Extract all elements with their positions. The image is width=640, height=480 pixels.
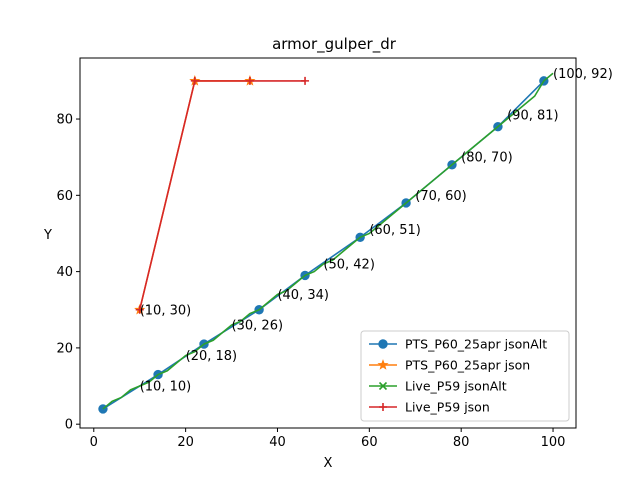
legend-entry: Live_P59 json (369, 400, 490, 415)
x-tick-label: 40 (269, 435, 286, 450)
x-axis-label: X (324, 456, 333, 471)
plot-area (98, 72, 554, 414)
legend-marker (377, 359, 389, 370)
data-label: (90, 81) (507, 109, 558, 124)
y-tick-label: 20 (56, 341, 73, 356)
series-line-4 (138, 80, 306, 310)
legend-label: Live_P59 json (405, 400, 490, 415)
axis-ticks: 0 20 40 60 80 100 0 20 40 60 80 (56, 113, 565, 450)
legend-entry: PTS_P60_25apr jsonAlt (369, 337, 547, 352)
x-tick-label: 80 (453, 435, 470, 450)
legend: PTS_P60_25apr jsonAlt PTS_P60_25apr json L… (360, 330, 570, 422)
data-label: (80, 70) (461, 151, 513, 166)
y-tick-label: 0 (65, 418, 73, 433)
series-line-2 (138, 80, 250, 310)
legend-marker (379, 403, 387, 411)
data-label: (60, 51) (369, 223, 421, 238)
data-label: (10, 30) (140, 303, 192, 318)
series-line-3 (102, 72, 554, 410)
series-4-point (245, 76, 254, 85)
legend-label: PTS_P60_25apr json (405, 358, 530, 373)
data-label: (20, 18) (186, 349, 238, 364)
series-4-point (301, 76, 310, 85)
data-label: (100, 92) (553, 67, 613, 82)
x-tick-label: 0 (90, 435, 98, 450)
series-4-point (135, 305, 144, 314)
x-tick-label: 60 (361, 435, 378, 450)
data-label: (40, 34) (277, 288, 329, 303)
legend-entry: PTS_P60_25apr json (369, 358, 530, 373)
plot-frame (79, 57, 577, 429)
data-label: (50, 42) (323, 257, 375, 272)
x-tick-label: 100 (541, 435, 566, 450)
y-axis-label: Y (43, 228, 52, 243)
y-tick-label: 60 (56, 189, 73, 204)
legend-marker (378, 339, 388, 349)
x-tick-label: 20 (177, 435, 194, 450)
legend-label: Live_P59 jsonAlt (405, 379, 507, 394)
annotations: (10, 10) (20, 18) (30, 26) (40, 34) (50, 42)… (140, 67, 613, 395)
legend-entry: Live_P59 jsonAlt (369, 379, 507, 394)
legend-marker (378, 381, 388, 391)
y-tick-label: 80 (56, 113, 73, 128)
chart-title: armor_gulper_dr (272, 35, 397, 54)
data-label: (10, 10) (140, 380, 192, 395)
series-4-point (190, 76, 199, 85)
data-label: (30, 26) (232, 319, 283, 334)
legend-label: PTS_P60_25apr jsonAlt (405, 337, 547, 352)
legend-box (360, 330, 570, 422)
data-label: (70, 60) (415, 189, 467, 204)
y-tick-label: 40 (56, 265, 73, 280)
